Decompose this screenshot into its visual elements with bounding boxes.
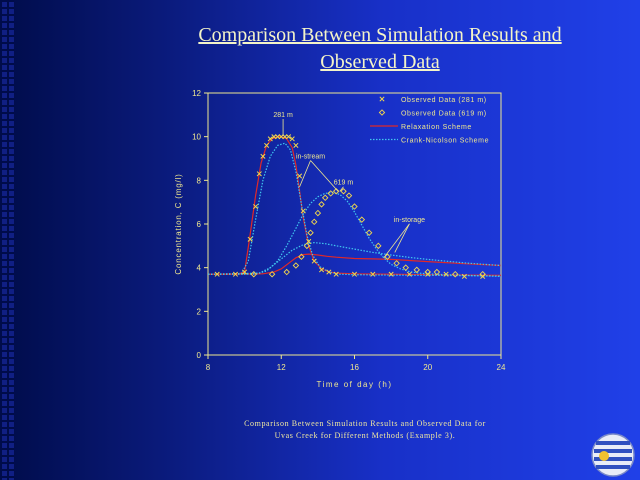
figure-caption: Comparison Between Simulation Results an…	[200, 418, 530, 442]
observed-281-point	[333, 271, 339, 277]
slide-title-line1: Comparison Between Simulation Results an…	[198, 24, 562, 46]
annotation-label: in-storage	[394, 217, 425, 224]
annotation-pointer	[383, 223, 410, 259]
observed-281-point	[306, 238, 312, 245]
observed-281-point	[267, 136, 273, 142]
observed-619-point	[358, 216, 366, 223]
observed-619-point	[250, 270, 258, 278]
slide-title: Comparison Between Simulation Results an…	[110, 22, 640, 76]
observed-281-point	[461, 273, 467, 279]
observed-281-point	[256, 171, 262, 177]
observed-281-point	[232, 271, 239, 277]
observed-619-point	[283, 268, 290, 276]
y-tick-label: 0	[197, 351, 202, 360]
observed-281-point	[247, 236, 253, 242]
observed-281-point	[370, 271, 376, 277]
observed-619-point	[318, 201, 325, 208]
annotation-label: 619 m	[334, 180, 354, 187]
observed-281-point	[260, 153, 266, 159]
observed-619-point	[307, 229, 314, 236]
observed-619-point	[268, 270, 276, 278]
y-tick-label: 4	[197, 264, 202, 273]
left-decorative-strip	[0, 0, 14, 480]
observed-281-point	[214, 271, 220, 277]
observed-619-point	[332, 188, 340, 195]
series-line-crank-nicolson-4	[208, 142, 502, 277]
legend-marker-diamond-icon	[378, 109, 386, 116]
observed-619-point	[375, 242, 382, 250]
annotation-label: 281 m	[273, 112, 293, 119]
observed-281-point	[351, 271, 358, 277]
legend-entry-label: Observed Data (281 m)	[401, 97, 487, 104]
observed-619-point	[345, 192, 353, 199]
observed-619-point	[298, 253, 305, 260]
observed-619-point	[351, 203, 358, 210]
slide-title-line2: Observed Data	[320, 51, 440, 73]
observed-281-point	[388, 271, 394, 277]
observed-619-point	[402, 264, 410, 271]
legend-entry-label: Relaxation Scheme	[401, 124, 472, 131]
observed-619-point	[433, 268, 441, 276]
observed-281-point	[293, 142, 299, 148]
y-axis-label: Concentration, C (mg/l)	[174, 173, 183, 274]
annotation-pointer	[310, 160, 339, 192]
series-line-relaxation-2	[208, 136, 502, 276]
observed-619-point	[303, 242, 311, 250]
observed-619-point	[321, 194, 329, 202]
observed-619-point	[365, 229, 373, 236]
x-axis-label: Time of day (h)	[317, 380, 393, 389]
annotation-pointer	[394, 223, 410, 253]
series-line-crank-nicolson-5	[208, 191, 502, 277]
x-tick-label: 24	[497, 363, 506, 372]
observed-619-point	[413, 266, 420, 274]
observed-281-point	[264, 142, 270, 148]
y-tick-label: 10	[192, 133, 201, 142]
series-line-relaxation-3	[207, 253, 502, 275]
observed-619-point	[310, 218, 318, 226]
observed-619-point	[424, 268, 431, 276]
observed-281-point	[311, 258, 317, 264]
observed-619-point	[292, 262, 300, 269]
x-tick-label: 8	[206, 363, 211, 372]
observed-281-point	[406, 271, 412, 277]
y-tick-label: 6	[197, 220, 202, 229]
observed-281-point	[300, 208, 306, 214]
observed-281-point	[286, 134, 292, 140]
x-tick-label: 12	[277, 363, 286, 372]
annotation-pointer	[299, 160, 311, 188]
observed-619-point	[393, 260, 400, 267]
annotation-label: in-stream	[296, 154, 325, 161]
y-tick-label: 2	[197, 307, 202, 316]
observed-281-point	[326, 269, 332, 275]
caption-line1: Comparison Between Simulation Results an…	[244, 419, 486, 428]
caption-line2: Uvas Creek for Different Methods (Exampl…	[274, 431, 456, 440]
observed-281-point	[297, 173, 303, 179]
observed-619-point	[314, 209, 322, 217]
legend-entry-label: Crank-Nicolson Scheme	[401, 138, 489, 145]
observed-281-point	[443, 271, 449, 277]
y-tick-label: 8	[197, 176, 202, 185]
y-tick-label: 12	[192, 89, 201, 98]
observed-281-point	[253, 203, 259, 210]
institution-logo-icon	[591, 433, 635, 477]
annotation-pointer	[339, 186, 344, 192]
legend-marker-x-icon	[379, 96, 385, 102]
observed-281-point	[289, 136, 295, 142]
observed-619-point	[451, 270, 459, 278]
x-tick-label: 16	[350, 363, 359, 372]
observed-281-point	[318, 267, 325, 273]
legend-entry-label: Observed Data (619 m)	[401, 111, 487, 118]
observed-281-point	[275, 134, 281, 140]
observed-281-point	[271, 134, 277, 140]
x-tick-label: 20	[423, 363, 432, 372]
observed-281-point	[242, 269, 248, 275]
observed-619-point	[479, 270, 486, 278]
observed-619-point	[327, 190, 334, 197]
observed-619-point	[340, 188, 347, 195]
